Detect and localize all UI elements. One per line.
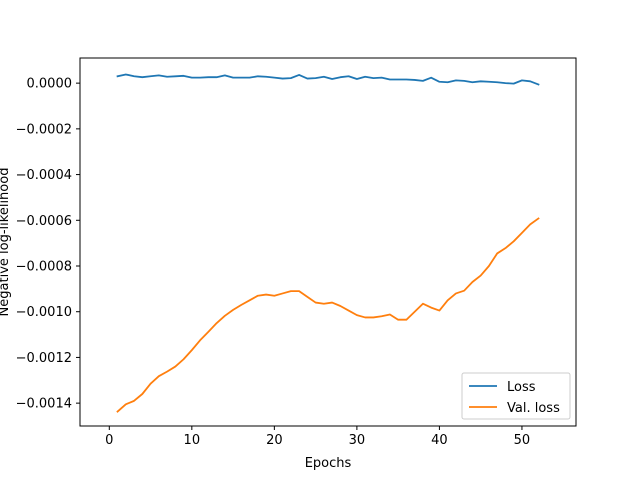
x-axis-label: Epochs: [305, 456, 352, 471]
x-tick-label: 50: [514, 433, 531, 448]
y-tick-label: 0.0000: [27, 77, 73, 92]
series-layer: [116, 73, 540, 413]
legend: Loss Val. loss: [461, 372, 571, 420]
y-tick-label: −0.0010: [16, 305, 72, 320]
y-tick-label: −0.0008: [16, 260, 72, 275]
y-tick-label: −0.0004: [16, 168, 72, 183]
x-tick-label: 40: [431, 433, 448, 448]
x-tick-label: 30: [349, 433, 366, 448]
y-tick-label: −0.0002: [16, 122, 72, 137]
y-tick-label: −0.0014: [16, 397, 72, 412]
series-line-val-loss: [116, 217, 540, 413]
y-tick-label: −0.0012: [16, 351, 72, 366]
y-tick-label: −0.0006: [16, 214, 72, 229]
x-axis: 0 10 20 30 40 50: [105, 426, 530, 448]
legend-label-loss: Loss: [507, 380, 536, 395]
x-tick-label: 20: [266, 433, 283, 448]
axes-frame: [79, 57, 577, 427]
x-tick-label: 0: [105, 433, 113, 448]
y-axis: 0.0000 −0.0002 −0.0004 −0.0006 −0.0008 −0.001…: [0, 77, 80, 412]
legend-label-val-loss: Val. loss: [507, 401, 560, 416]
series-line-loss: [116, 73, 540, 86]
x-tick-label: 10: [184, 433, 201, 448]
y-axis-label: Negative log-likelihood: [0, 168, 12, 317]
